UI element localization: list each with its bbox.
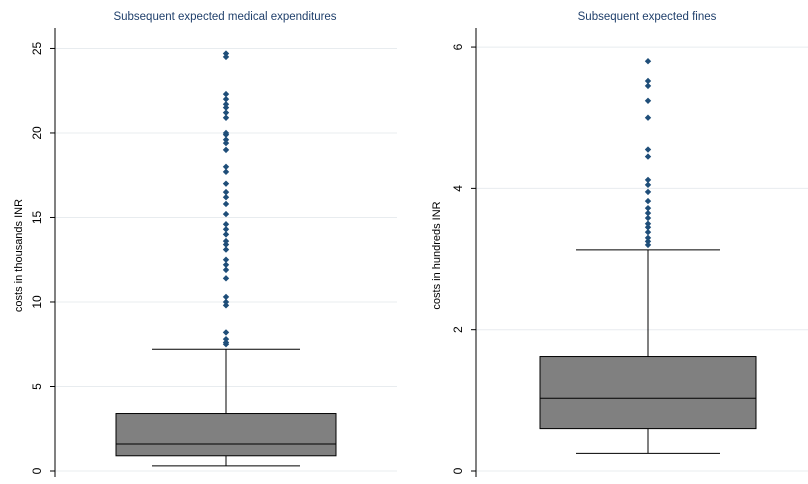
chart-title: Subsequent expected medical expenditures <box>113 11 336 23</box>
outlier-point <box>222 129 230 137</box>
outlier-point <box>644 228 652 236</box>
y-tick-label: 20 <box>30 126 44 140</box>
outlier-point <box>222 114 230 121</box>
outlier-point <box>222 231 230 238</box>
outlier-point <box>222 90 230 98</box>
left-chart-panel: Subsequent expected medical expenditures… <box>13 11 397 477</box>
outlier-point <box>222 168 230 176</box>
y-axis-label: costs in hundreds INR <box>431 201 443 309</box>
outlier-point <box>222 53 230 61</box>
outlier-point <box>222 180 230 187</box>
outlier-point <box>222 104 230 111</box>
outlier-point <box>222 246 230 253</box>
y-tick-label: 2 <box>451 326 465 333</box>
outlier-point <box>644 224 652 231</box>
outlier-point <box>222 237 230 245</box>
outlier-point <box>644 204 652 212</box>
outlier-point <box>644 146 652 153</box>
outlier-point <box>222 226 230 233</box>
y-tick-label: 4 <box>451 185 465 192</box>
medical-expenditures-boxplot: Subsequent expected medical expenditures… <box>13 11 397 477</box>
outlier-point <box>222 275 230 282</box>
y-tick-label: 0 <box>451 467 465 474</box>
y-tick-label: 25 <box>30 41 44 55</box>
outlier-point <box>644 114 652 121</box>
outlier-point <box>222 139 230 147</box>
outlier-point <box>222 302 230 309</box>
iqr-box <box>539 356 757 430</box>
outlier-point <box>222 50 230 57</box>
outlier-point <box>222 136 230 143</box>
outlier-point <box>644 77 652 85</box>
right-chart-panel: Subsequent expected fines costs in hundre… <box>404 0 808 484</box>
y-tick-label: 6 <box>451 43 465 50</box>
outlier-point <box>644 97 652 104</box>
outlier-point <box>222 101 230 108</box>
outlier-point <box>644 209 652 217</box>
outlier-point <box>222 256 230 263</box>
outlier-point <box>222 241 230 248</box>
outlier-point <box>644 197 652 205</box>
outlier-point <box>644 220 652 227</box>
outlier-point <box>222 339 230 346</box>
outlier-point <box>222 293 230 301</box>
outlier-point <box>222 298 230 306</box>
outlier-point <box>644 238 652 245</box>
fines-boxplot: Subsequent expected fines costs in hundre… <box>431 11 808 477</box>
outlier-point <box>644 188 652 196</box>
y-tick-label: 5 <box>30 383 44 390</box>
outlier-point <box>644 57 652 65</box>
outlier-point <box>222 200 230 208</box>
outlier-point <box>644 181 652 189</box>
outlier-point <box>222 210 230 218</box>
outlier-point <box>222 109 230 116</box>
outlier-point <box>222 335 230 343</box>
chart-title: Subsequent expected fines <box>578 11 717 23</box>
outlier-point <box>222 193 230 201</box>
y-axis-label: costs in thousands INR <box>13 199 25 312</box>
outlier-point <box>644 82 652 90</box>
outlier-point <box>644 234 652 242</box>
outlier-point <box>222 221 230 228</box>
outlier-point <box>644 241 652 249</box>
outlier-point <box>222 95 230 103</box>
outlier-point <box>222 163 230 170</box>
outlier-point <box>222 188 230 196</box>
outlier-point <box>644 176 652 184</box>
outlier-point <box>222 146 230 154</box>
outlier-point <box>222 266 230 274</box>
outlier-point <box>644 153 652 160</box>
y-tick-label: 10 <box>30 295 44 309</box>
y-tick-label: 0 <box>30 467 44 474</box>
y-tick-label: 15 <box>30 210 44 224</box>
iqr-box <box>115 413 337 457</box>
outlier-point <box>222 329 230 336</box>
outlier-point <box>644 214 652 222</box>
outlier-point <box>222 261 230 268</box>
